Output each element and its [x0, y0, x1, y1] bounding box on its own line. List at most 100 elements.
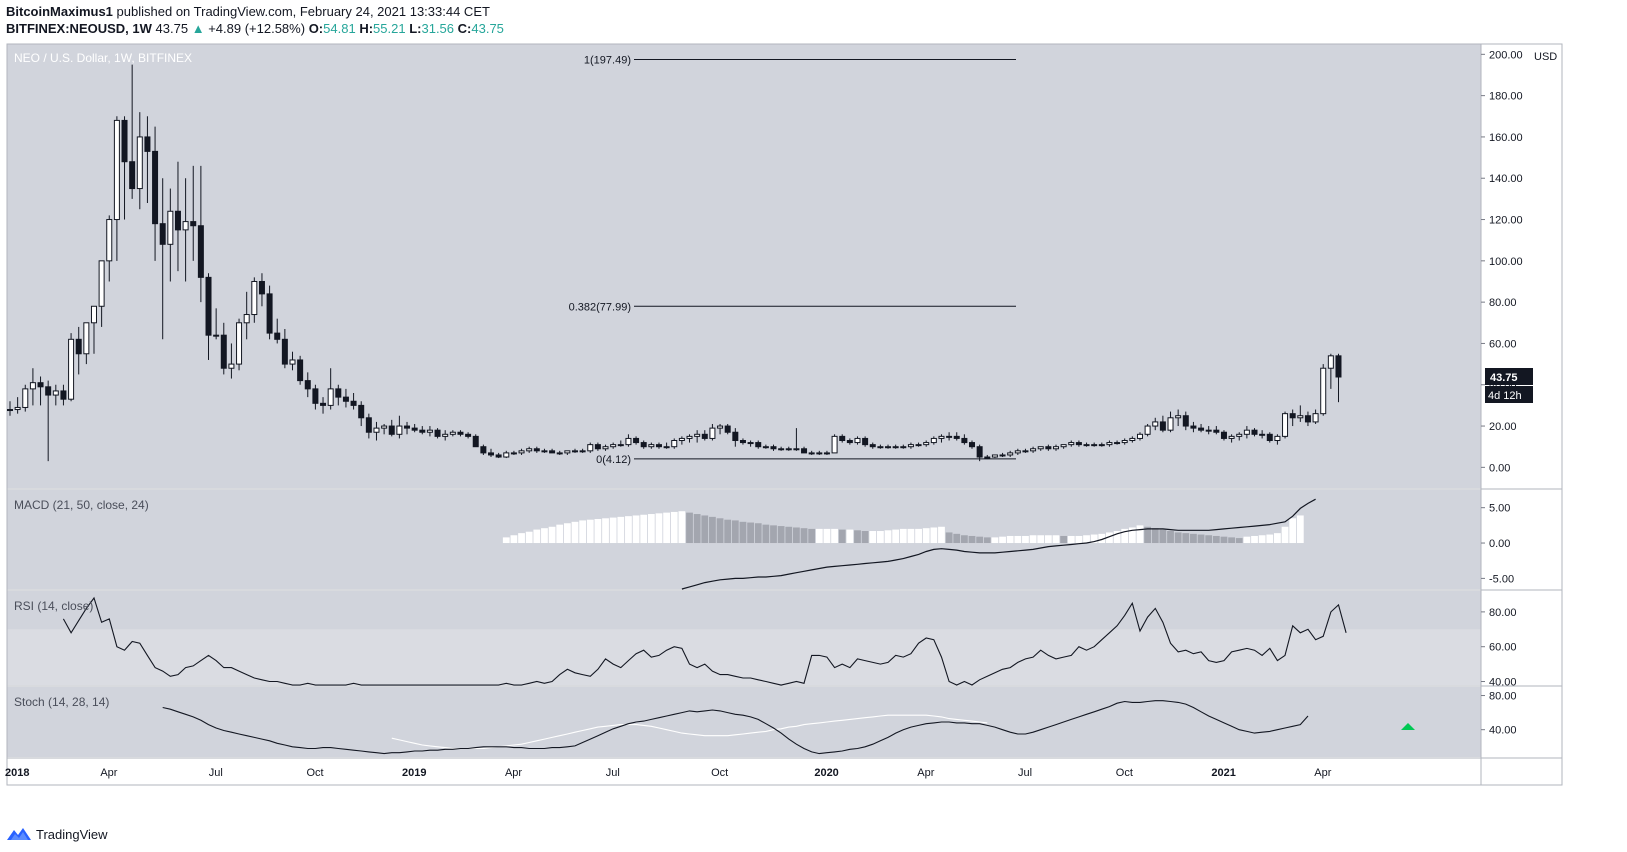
- macd-histogram-bar: [1121, 528, 1129, 544]
- price-tick-label: 60.00: [1489, 338, 1517, 350]
- candle-up: [1106, 442, 1113, 446]
- candle-down: [846, 440, 853, 444]
- candle-up: [14, 406, 21, 411]
- macd-histogram-bar: [1083, 535, 1090, 544]
- candle-down: [1182, 415, 1189, 427]
- candle-down: [320, 402, 327, 406]
- candle-up: [1129, 437, 1136, 442]
- macd-histogram-bar: [510, 535, 518, 544]
- candle-up: [1068, 442, 1075, 446]
- macd-histogram-bar: [747, 522, 754, 544]
- macd-histogram-bar: [709, 516, 716, 544]
- author-name[interactable]: BitcoinMaximus1: [6, 4, 113, 19]
- time-tick-label: Jul: [209, 767, 223, 779]
- macd-histogram-bar: [586, 519, 594, 544]
- candle-up: [373, 427, 380, 433]
- macd-histogram-bar: [1167, 531, 1174, 544]
- macd-histogram-bar: [1136, 525, 1144, 544]
- macd-histogram-bar: [770, 525, 777, 544]
- candle-up: [816, 452, 823, 455]
- macd-histogram-bar: [907, 528, 915, 544]
- macd-histogram-bar: [1060, 535, 1068, 544]
- macd-histogram-bar: [640, 514, 648, 544]
- macd-histogram-bar: [1075, 535, 1083, 544]
- macd-histogram-bar: [563, 523, 571, 544]
- candle-up: [831, 435, 838, 454]
- price-tick-label: 0.00: [1489, 462, 1510, 474]
- macd-histogram-bar: [800, 528, 808, 544]
- candle-down: [434, 429, 441, 437]
- candle-up: [426, 429, 433, 433]
- macd-tick-label: 5.00: [1489, 503, 1510, 515]
- candle-up: [686, 435, 693, 439]
- tradingview-logo-icon[interactable]: [6, 826, 32, 842]
- candle-up: [1060, 444, 1067, 448]
- candle-down: [60, 390, 67, 400]
- macd-histogram-bar: [1281, 526, 1289, 544]
- candle-up: [946, 435, 953, 438]
- time-tick-label: Oct: [306, 767, 323, 779]
- candle-up: [877, 446, 884, 449]
- candle-down: [258, 280, 265, 295]
- macd-histogram-bar: [1144, 526, 1152, 544]
- macd-histogram-bar: [617, 516, 625, 544]
- candle-down: [1335, 355, 1342, 378]
- stoch-title: Stoch (14, 28, 14): [14, 695, 109, 709]
- candle-down: [1251, 429, 1258, 435]
- candle-down: [304, 380, 311, 390]
- macd-histogram-bar: [915, 528, 922, 544]
- candle-down: [174, 210, 181, 231]
- candle-down: [335, 388, 342, 398]
- candle-up: [29, 382, 36, 390]
- candle-down: [274, 332, 281, 340]
- candle-down: [220, 334, 227, 369]
- candle-down: [388, 425, 395, 435]
- candle-up: [663, 446, 670, 449]
- fib-level-label: 0.382(77.99): [569, 301, 631, 313]
- candle-down: [411, 427, 418, 431]
- candle-up: [930, 437, 937, 444]
- brand-name[interactable]: TradingView: [36, 826, 108, 842]
- candle-up: [854, 437, 861, 444]
- candle-up: [327, 388, 334, 406]
- candle-down: [297, 359, 304, 382]
- candle-down: [969, 442, 976, 448]
- candle-up: [1175, 415, 1182, 419]
- candle-down: [121, 119, 128, 163]
- footer: TradingView: [6, 826, 108, 842]
- time-tick-label: Apr: [505, 767, 522, 779]
- macd-histogram-bar: [1044, 535, 1052, 544]
- macd-histogram-bar: [647, 514, 655, 544]
- macd-histogram-bar: [884, 530, 892, 544]
- stoch-tick-label: 40.00: [1489, 725, 1517, 737]
- candle-down: [655, 444, 662, 448]
- candle-up: [785, 448, 792, 451]
- candle-up: [1274, 435, 1281, 442]
- candle-down: [358, 404, 365, 419]
- candle-up: [1167, 417, 1174, 431]
- macd-title: MACD (21, 50, close, 24): [14, 498, 149, 512]
- macd-histogram-bar: [754, 523, 762, 544]
- candle-up: [938, 435, 945, 439]
- candle-down: [1213, 429, 1220, 433]
- candle-up: [1320, 367, 1327, 415]
- candle-down: [205, 276, 212, 336]
- time-tick-label: 2018: [5, 767, 29, 779]
- macd-histogram-bar: [602, 518, 609, 544]
- macd-histogram-bar: [701, 515, 709, 544]
- candle-down: [1304, 415, 1311, 423]
- macd-histogram-bar: [869, 531, 877, 544]
- candle-up: [526, 448, 533, 452]
- candle-up: [1091, 444, 1098, 447]
- candle-up: [236, 322, 243, 365]
- up-triangle-icon: ▲: [191, 21, 205, 36]
- macd-histogram-bar: [1022, 535, 1029, 544]
- macd-histogram-bar: [1251, 535, 1258, 544]
- macd-histogram-bar: [625, 516, 632, 544]
- price-tick-label: 20.00: [1489, 421, 1517, 433]
- last-price: 43.75: [155, 21, 189, 36]
- fib-level-label: 0(4.12): [596, 454, 631, 466]
- candle-down: [159, 223, 166, 245]
- open-value: 54.81: [323, 21, 356, 36]
